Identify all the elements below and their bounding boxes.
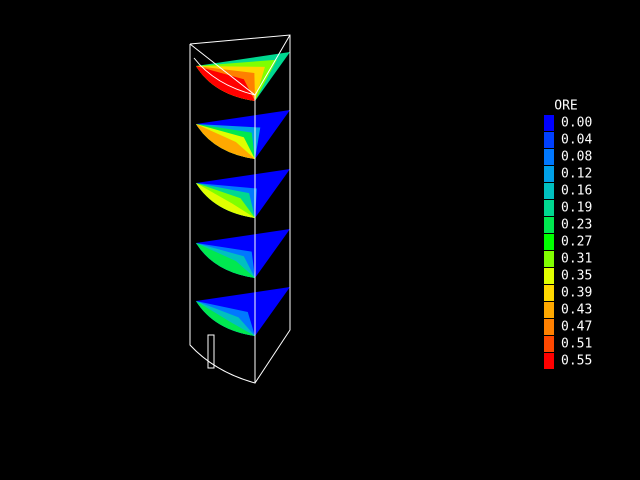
legend-label: 0.47 [561, 320, 592, 335]
contour-slices [196, 52, 290, 336]
legend-label: 0.12 [561, 167, 592, 182]
legend-swatch [544, 217, 554, 233]
legend-swatch [544, 251, 554, 267]
legend-swatch [544, 319, 554, 335]
legend-label: 0.04 [561, 133, 592, 148]
legend-label: 0.43 [561, 303, 592, 318]
legend-label: 0.27 [561, 235, 592, 250]
legend-label: 0.35 [561, 269, 592, 284]
legend-label: 0.16 [561, 184, 592, 199]
legend-swatch [544, 268, 554, 284]
legend-swatch [544, 183, 554, 199]
outline-arc [193, 57, 256, 96]
legend-swatch [544, 149, 554, 165]
outline-edge [189, 34, 291, 384]
legend-label: 0.51 [561, 337, 592, 352]
legend-swatch [544, 353, 554, 369]
legend-swatch [544, 336, 554, 352]
legend-swatch [544, 302, 554, 318]
legend-swatch [544, 234, 554, 250]
legend-swatch [544, 200, 554, 216]
legend-title: ORE [554, 99, 577, 114]
legend-label: 0.19 [561, 201, 592, 216]
outline-edge [189, 44, 256, 384]
legend-swatch [544, 132, 554, 148]
outlet [207, 334, 215, 369]
contour-band [196, 183, 255, 218]
legend-swatch [544, 115, 554, 131]
legend: 0.00 0.04 0.08 0.12 0.16 0.19 0.23 0.27 0.31 0.35… [544, 115, 592, 369]
legend-label: 0.00 [561, 116, 592, 131]
legend-label: 0.55 [561, 354, 592, 369]
legend-swatch [544, 166, 554, 182]
contour-band [196, 243, 255, 278]
legend-label: 0.23 [561, 218, 592, 233]
legend-label: 0.08 [561, 150, 592, 165]
legend-label: 0.39 [561, 286, 592, 301]
geometry-outline [189, 34, 291, 384]
legend-swatch [544, 285, 554, 301]
contour-band [196, 124, 255, 159]
legend-label: 0.31 [561, 252, 592, 267]
contour-band [196, 301, 255, 336]
